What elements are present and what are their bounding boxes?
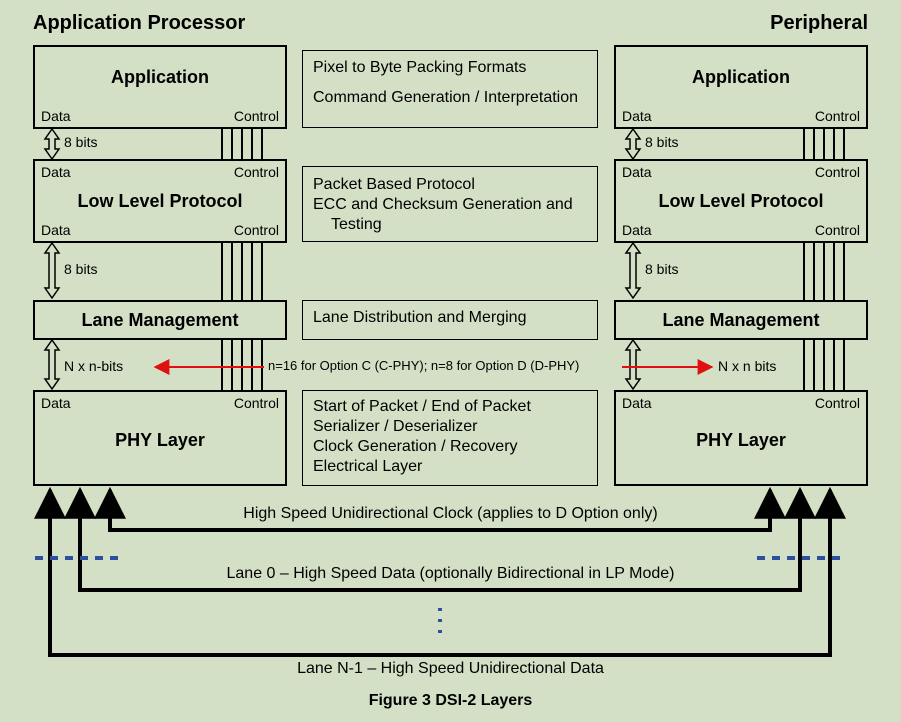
left-phy-title: PHY Layer [35, 430, 285, 451]
left-llp-br: Control [234, 222, 279, 238]
left-llp-box: Data Control Low Level Protocol Data Con… [33, 159, 287, 243]
right-llp-box: Data Control Low Level Protocol Data Con… [614, 159, 868, 243]
desc-d4b: Serializer / Deserializer [313, 417, 587, 437]
left-llp-title: Low Level Protocol [35, 191, 285, 212]
right-llp-title: Low Level Protocol [616, 191, 866, 212]
right-llp-tr: Control [815, 164, 860, 180]
left-app-box: Application Data Control [33, 45, 287, 129]
figure-caption: Figure 3 DSI-2 Layers [0, 692, 901, 710]
bits8-1-right: 8 bits [645, 134, 678, 150]
left-llp-tl: Data [41, 164, 71, 180]
right-lane-box: Lane Management [614, 300, 868, 340]
bits8-1-left: 8 bits [64, 134, 97, 150]
desc-d1b: Command Generation / Interpretation [313, 89, 587, 107]
desc-d2c: Testing [313, 215, 587, 235]
desc-phy-box: Start of Packet / End of Packet Serializ… [302, 390, 598, 486]
heading-left: Application Processor [33, 12, 245, 35]
desc-llp-box: Packet Based Protocol ECC and Checksum G… [302, 166, 598, 242]
bits8-2-left: 8 bits [64, 261, 97, 277]
nbits-right: N x n bits [718, 358, 776, 374]
options-note: n=16 for Option C (C-PHY); n=8 for Optio… [268, 358, 579, 373]
desc-d4a: Start of Packet / End of Packet [313, 397, 587, 417]
desc-app-box: Pixel to Byte Packing Formats Command Ge… [302, 50, 598, 128]
desc-d2a: Packet Based Protocol [313, 175, 587, 195]
desc-d4c: Clock Generation / Recovery [313, 437, 587, 457]
left-phy-box: Data Control PHY Layer [33, 390, 287, 486]
desc-d1a: Pixel to Byte Packing Formats [313, 59, 587, 77]
right-app-box: Application Data Control [614, 45, 868, 129]
left-lane-box: Lane Management [33, 300, 287, 340]
right-llp-br: Control [815, 222, 860, 238]
right-app-br: Control [815, 108, 860, 124]
right-llp-bl: Data [622, 222, 652, 238]
right-phy-box: Data Control PHY Layer [614, 390, 868, 486]
left-phy-tl: Data [41, 395, 71, 411]
desc-d2b: ECC and Checksum Generation and [313, 195, 587, 215]
right-llp-tl: Data [622, 164, 652, 180]
nbits-left: N x n-bits [64, 358, 123, 374]
laneN-label: Lane N-1 – High Speed Unidirectional Dat… [0, 660, 901, 678]
bits8-2-right: 8 bits [645, 261, 678, 277]
left-phy-tr: Control [234, 395, 279, 411]
left-app-title: Application [35, 67, 285, 88]
right-phy-title: PHY Layer [616, 430, 866, 451]
right-phy-tr: Control [815, 395, 860, 411]
right-app-bl: Data [622, 108, 652, 124]
right-phy-tl: Data [622, 395, 652, 411]
left-app-bl: Data [41, 108, 71, 124]
desc-lane-box: Lane Distribution and Merging [302, 300, 598, 340]
desc-d4d: Electrical Layer [313, 457, 587, 477]
right-app-title: Application [616, 67, 866, 88]
left-llp-bl: Data [41, 222, 71, 238]
desc-d3: Lane Distribution and Merging [313, 309, 587, 327]
left-lane-title: Lane Management [35, 310, 285, 331]
left-app-br: Control [234, 108, 279, 124]
heading-right: Peripheral [770, 12, 868, 35]
lane-clock-label: High Speed Unidirectional Clock (applies… [0, 505, 901, 523]
right-lane-title: Lane Management [616, 310, 866, 331]
left-llp-tr: Control [234, 164, 279, 180]
lane0-label: Lane 0 – High Speed Data (optionally Bid… [0, 565, 901, 583]
